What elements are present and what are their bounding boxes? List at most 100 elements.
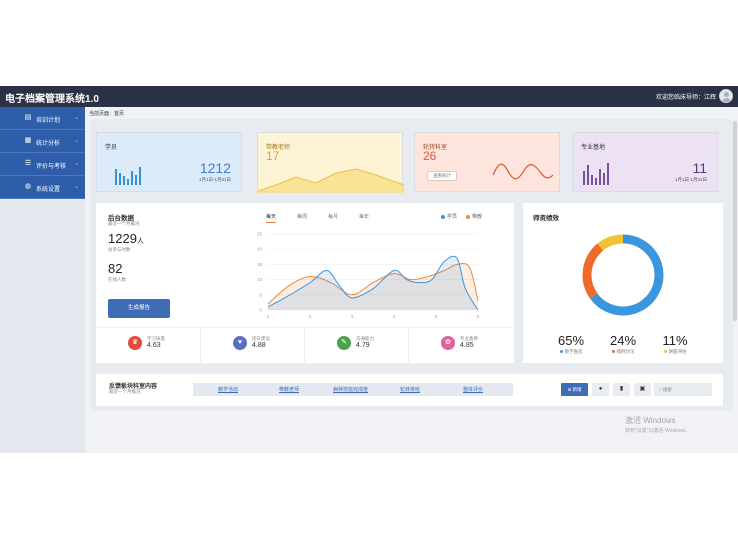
chart-icon: ▦ — [24, 137, 32, 144]
crown-icon: ♛ — [128, 336, 142, 350]
sidebar-item-statistics[interactable]: ▦ 统计分析 ⌄ — [0, 130, 85, 153]
sidebar-item-training-plan[interactable]: ▤ 培训计划 ⌄ — [0, 107, 85, 130]
user-avatar[interactable] — [719, 89, 733, 103]
tab-monthly[interactable]: 每月 — [328, 214, 339, 220]
card-subtitle: 最近一个月概况 — [108, 221, 140, 226]
metric-value: 4.63 — [147, 342, 161, 349]
sidebar-item-label: 统计分析 — [36, 141, 61, 147]
performance-label: 讲座评估 — [645, 349, 705, 355]
series-area — [268, 256, 478, 310]
trash-icon: ▮ — [619, 386, 624, 392]
sidebar: ▤ 培训计划 ⌄ ▦ 统计分析 ⌄ ☰ 评价与考核 ⌄ ◍ 系统设置 ⌄ — [0, 107, 85, 453]
tab-rotation-schedule[interactable]: 轮转排班 — [400, 387, 421, 393]
x-tick-label: 2 — [309, 314, 312, 319]
performance-item: 24% 病例讨论 — [593, 333, 653, 355]
chevron-down-icon: ⌄ — [73, 184, 79, 190]
performance-label: 病例讨论 — [593, 349, 653, 355]
stat-card-tutors[interactable]: 轮转科室 26 查看统计 — [414, 132, 560, 192]
y-tick-label: 0 — [259, 308, 262, 313]
print-button[interactable]: ▣ — [634, 383, 651, 396]
windows-activation-watermark: 激活 Windows 转到"设置"以激活 Windows。 — [625, 415, 690, 434]
info-button[interactable]: ● — [592, 383, 609, 396]
performance-value: 65% — [557, 333, 585, 348]
plus-circle-icon: ⊕ — [567, 387, 572, 392]
donut-chart — [582, 234, 664, 316]
sidebar-item-label: 评价与考核 — [36, 164, 67, 170]
chevron-down-icon: ⌄ — [73, 138, 79, 144]
series-line — [267, 262, 479, 305]
legend-dot — [466, 214, 470, 219]
tab-teachers[interactable]: 带教老师 — [279, 387, 300, 393]
info-icon: ● — [598, 386, 603, 392]
sidebar-item-settings[interactable]: ◍ 系统设置 ⌄ — [0, 176, 85, 199]
performance-value: 11% — [662, 333, 688, 348]
tab-overall-evaluation[interactable]: 整体评价 — [463, 387, 484, 393]
stat-title: 专业基地 — [581, 145, 606, 151]
tab-weekly[interactable]: 每周 — [297, 214, 308, 220]
globe-icon: ◍ — [24, 183, 32, 190]
document-icon: ▤ — [24, 114, 32, 121]
y-tick-label: 15 — [257, 262, 263, 267]
chevron-down-icon: ⌄ — [73, 115, 79, 121]
metric-label: 团队建设 — [252, 336, 270, 341]
online-caption: 在线人数 — [108, 277, 126, 282]
add-button[interactable]: ⊕ 新增 — [561, 383, 588, 396]
stat-card-teachers[interactable]: 带教老师 17 — [257, 132, 404, 193]
legend-teachers: 带教 — [466, 213, 482, 220]
area-sparkline-icon — [258, 168, 404, 193]
stat-range: 1月1日-1月31日 — [198, 177, 231, 182]
breadcrumb-current[interactable]: 首页 — [114, 111, 125, 117]
performance-card: 师资绩效 65% 教学查房 24% 病例讨论 11% 讲座评估 — [523, 203, 723, 363]
search-input[interactable]: ○ 搜索 — [654, 383, 712, 396]
stat-title: 轮转科室 — [423, 145, 448, 151]
printer-icon: ▣ — [639, 386, 646, 392]
y-tick-label: 20 — [257, 247, 263, 252]
metric-value: 4.88 — [252, 342, 266, 349]
performance-item: 65% 教学查房 — [541, 333, 601, 355]
performance-value: 24% — [609, 333, 637, 348]
app-window: 电子档案管理系统1.0 欢迎您临床导师：江辉 ▤ 培训计划 ⌄ ▦ 统计分析 ⌄… — [0, 86, 738, 453]
tab-yearly[interactable]: 每年 — [359, 214, 370, 220]
bar-sparkline-icon — [115, 167, 141, 185]
series-area — [268, 263, 478, 310]
view-stats-button[interactable]: 查看统计 — [427, 171, 457, 181]
delete-button[interactable]: ▮ — [613, 383, 630, 396]
sidebar-item-evaluation[interactable]: ☰ 评价与考核 ⌄ — [0, 153, 85, 176]
card-subtitle: 最近一个月概况 — [109, 389, 141, 394]
x-tick-label: 4 — [393, 314, 396, 319]
chevron-down-icon: ⌄ — [73, 161, 79, 167]
x-tick-label: 6 — [477, 314, 480, 319]
tab-daily[interactable]: 每天 — [266, 213, 277, 223]
online-value: 82 — [108, 261, 123, 276]
total-caption: 总参与时数 — [108, 247, 131, 252]
stat-card-majors[interactable]: 专业基地 11 1月1日-1月31日 — [572, 132, 718, 192]
total-value: 1229人 — [108, 231, 144, 246]
metric-label: 学习质量 — [147, 336, 165, 341]
heart-icon: ♥ — [233, 336, 247, 350]
wave-sparkline-icon — [493, 163, 553, 180]
legend-dot — [441, 214, 445, 219]
generate-report-button[interactable]: 生成报告 — [108, 299, 170, 318]
breadcrumb: 当前页面：首页 — [89, 110, 124, 117]
stat-range: 1月1日-1月31日 — [674, 177, 707, 182]
metric-communication: ✎ 沟通能力 4.79 — [304, 327, 408, 363]
metric-team-building: ♥ 团队建设 4.88 — [200, 327, 304, 363]
bar-sparkline-icon — [583, 163, 609, 185]
main-area: 当前页面：首页 学员 1212 1月1日-1月31日 带教老师 17 — [85, 107, 738, 453]
stat-card-students[interactable]: 学员 1212 1月1日-1月31日 — [96, 132, 242, 192]
app-title: 电子档案管理系统1.0 — [5, 94, 99, 105]
dashboard-content: 学员 1212 1月1日-1月31日 带教老师 17 轮转科室 26 查看统计 — [90, 119, 733, 411]
x-tick-label: 3 — [351, 314, 354, 319]
card-title: 后台数据 — [108, 215, 134, 222]
stat-title: 学员 — [105, 145, 118, 151]
stat-value: 17 — [266, 149, 280, 163]
tab-teaching-activity[interactable]: 教学活动 — [218, 387, 239, 393]
x-tick-label: 1 — [267, 314, 270, 319]
card-title: 师资绩效 — [533, 215, 559, 222]
vertical-scrollbar[interactable] — [733, 121, 737, 321]
metric-professionalism: ✿ 专业素养 4.85 — [408, 327, 512, 363]
watermark-subtitle: 转到"设置"以激活 Windows。 — [625, 428, 691, 434]
metric-label: 沟通能力 — [356, 336, 374, 341]
tab-skill-completion[interactable]: 病种技能完成度 — [333, 387, 369, 393]
card-title: 反馈板块科室内容 — [109, 384, 158, 390]
